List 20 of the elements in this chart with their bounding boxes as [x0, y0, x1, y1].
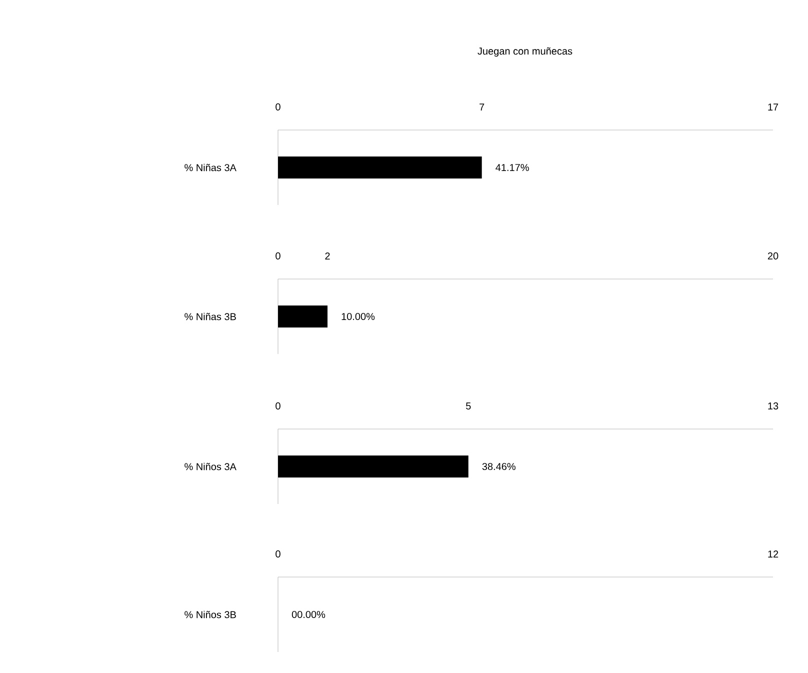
x-tick-label: 13 — [768, 402, 778, 410]
x-tick-label: 20 — [768, 252, 778, 260]
annotation: 41.17% — [496, 164, 529, 172]
x-tick-label: 0 — [276, 402, 280, 410]
chart-title: Juegan con muñecas — [478, 47, 572, 57]
y-tick-label: % Niñas 3B — [184, 312, 236, 320]
annotation: 38.46% — [482, 462, 516, 470]
y-tick-label: % Niñas 3A — [184, 164, 236, 172]
x-tick-label: 5 — [466, 402, 471, 410]
x-tick-label: 0 — [276, 103, 280, 110]
x-tick-label: 7 — [480, 104, 484, 110]
x-tick-label: 0 — [276, 252, 280, 260]
annotation: 00.00% — [292, 610, 326, 618]
x-tick-label: 12 — [768, 550, 778, 558]
x-tick-label: 2 — [325, 252, 330, 260]
y-tick-label: % Niños 3A — [184, 462, 236, 470]
annotation: 10.00% — [342, 312, 375, 320]
y-tick-label: % Niños 3B — [184, 610, 236, 618]
x-tick-label: 0 — [276, 550, 280, 558]
x-tick-label: 17 — [768, 104, 778, 110]
